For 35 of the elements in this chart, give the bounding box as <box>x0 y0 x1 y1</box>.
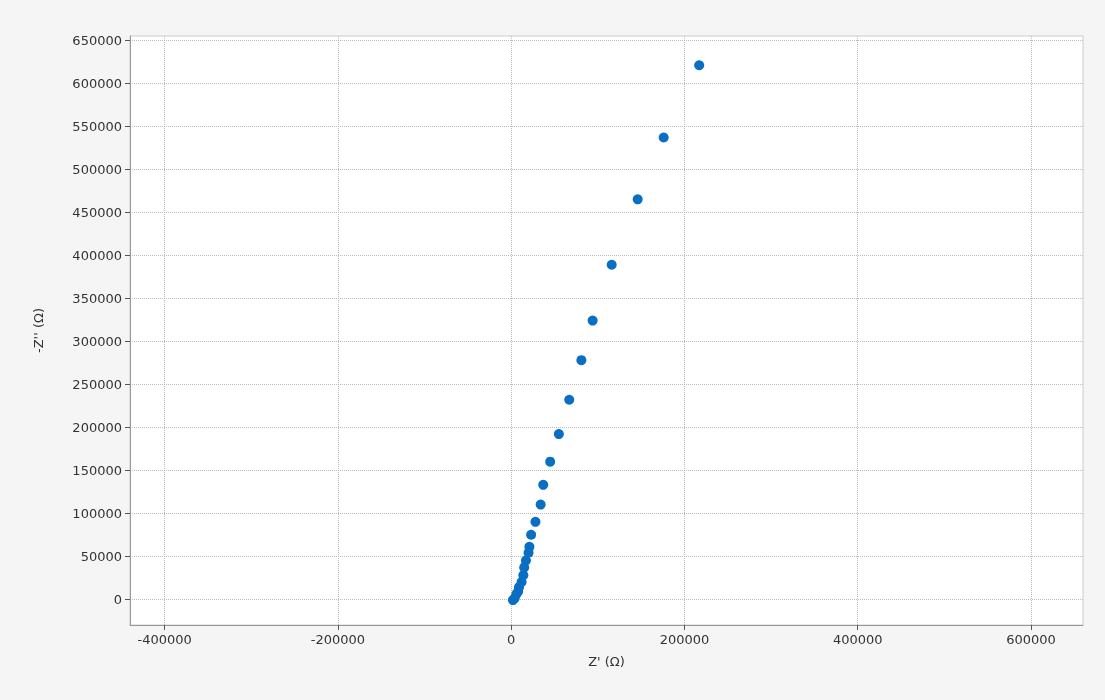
x-tick-label: -400000 <box>137 632 192 647</box>
y-tick-label: 450000 <box>72 204 122 220</box>
y-tick-label: 150000 <box>72 462 122 478</box>
x-tick-label: 0 <box>507 632 516 647</box>
point <box>530 516 541 527</box>
x-axis-title: Z' (Ω) <box>588 654 625 669</box>
x-tick-label: 200000 <box>659 632 710 647</box>
y-tick-label: 100000 <box>72 505 122 521</box>
y-tick-label: 250000 <box>72 376 122 392</box>
point <box>538 479 549 490</box>
point <box>526 529 537 540</box>
y-tick-label: 400000 <box>72 247 122 263</box>
x-tick-label: -200000 <box>310 632 366 647</box>
y-tick-label: 350000 <box>72 290 122 306</box>
y-tick-label: 500000 <box>72 161 122 177</box>
x-tick-label: 600000 <box>1006 632 1056 647</box>
y-tick-label: 550000 <box>72 118 122 134</box>
point <box>694 60 705 71</box>
point <box>587 315 598 326</box>
y-tick-label: 650000 <box>72 32 122 48</box>
y-tick-label: 200000 <box>72 419 122 435</box>
point <box>576 355 587 366</box>
y-axis-title: -Z'' (Ω) <box>31 308 46 353</box>
point <box>535 499 546 510</box>
y-tick-label: 0 <box>113 591 122 607</box>
point <box>658 132 669 143</box>
point <box>564 394 575 405</box>
y-tick-label: 600000 <box>72 75 122 91</box>
y-tick-label: 300000 <box>72 333 122 349</box>
point <box>545 456 556 467</box>
point <box>553 429 564 440</box>
point <box>606 259 617 270</box>
x-tick-label: 400000 <box>832 632 883 647</box>
point <box>632 194 643 205</box>
y-tick-label: 50000 <box>80 548 122 564</box>
